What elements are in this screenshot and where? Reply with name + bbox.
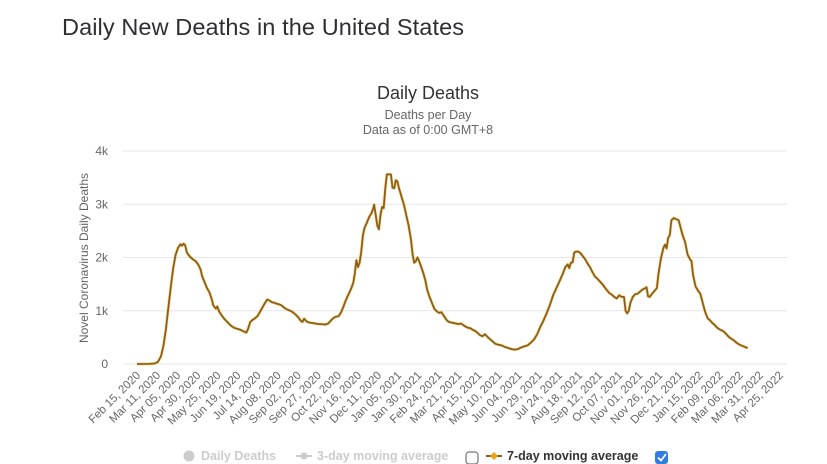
- legend-item-daily-deaths[interactable]: Daily Deaths: [183, 449, 277, 463]
- series-line-glow: [136, 172, 749, 366]
- legend: Daily Deaths 3-day moving average 7-day …: [183, 449, 668, 464]
- checkbox-3-day-average[interactable]: [465, 451, 479, 464]
- y-tick-label: 1k: [95, 304, 109, 318]
- legend-label-daily-deaths: Daily Deaths: [201, 449, 276, 463]
- chart-subtitle-line-1: Deaths per Day: [385, 108, 473, 122]
- legend-label-3-day-average: 3-day moving average: [317, 449, 448, 463]
- y-tick-label: 4k: [95, 144, 109, 158]
- page-title: Daily New Deaths in the United States: [62, 14, 465, 40]
- y-axis-title: Novel Coronavirus Daily Deaths: [77, 173, 91, 343]
- chart-title: Daily Deaths: [377, 83, 479, 103]
- series-line-7-day-moving-average[interactable]: [136, 173, 748, 365]
- legend-label-7-day-average: 7-day moving average: [507, 449, 638, 463]
- checkmark-icon: [657, 453, 667, 462]
- y-tick-label: 3k: [95, 197, 109, 211]
- checkbox-7-day-average[interactable]: [655, 451, 668, 464]
- checkbox-checked-box: [655, 451, 668, 464]
- diamond-marker-icon: [490, 452, 498, 460]
- y-tick-label: 2k: [95, 251, 109, 265]
- chart-subtitle-line-2: Data as of 0:00 GMT+8: [363, 123, 493, 137]
- legend-item-3-day-average[interactable]: 3-day moving average: [296, 449, 448, 463]
- circle-marker-icon: [183, 450, 195, 462]
- line-marker-dot-icon: [300, 452, 308, 460]
- y-tick-label: 0: [101, 357, 108, 371]
- legend-item-7-day-average[interactable]: 7-day moving average: [486, 449, 638, 463]
